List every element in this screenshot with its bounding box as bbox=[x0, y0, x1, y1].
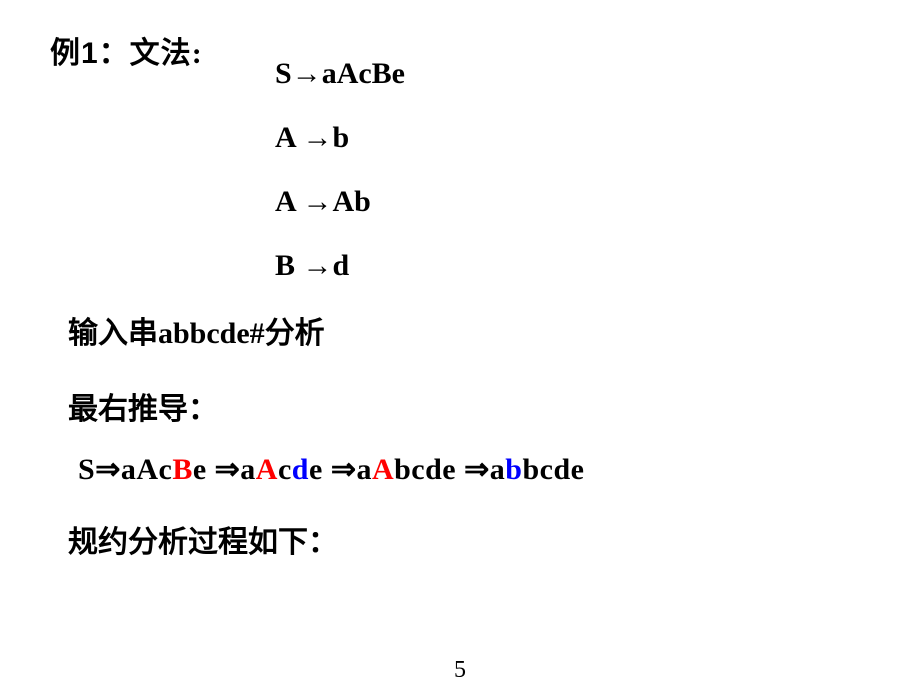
production-2: A →Ab bbox=[275, 170, 870, 234]
deriv-start: S bbox=[78, 453, 95, 486]
grammar-label-text: 例1：文法 bbox=[50, 37, 192, 70]
arrow-icon: → bbox=[292, 42, 322, 106]
deriv-seg: a bbox=[356, 453, 372, 486]
arrow-icon: → bbox=[303, 106, 333, 170]
arrow-icon: → bbox=[303, 234, 333, 298]
production-0: S→aAcBe bbox=[275, 42, 870, 106]
deriv-seg: aAc bbox=[121, 453, 172, 486]
production-1: A →b bbox=[275, 106, 870, 170]
prod-lhs: A bbox=[275, 185, 303, 218]
rightmost-label: 最右推导： bbox=[68, 384, 870, 428]
input-line: 输入串abbcde#分析 bbox=[68, 308, 870, 352]
prod-rhs: b bbox=[333, 121, 350, 154]
double-arrow-icon: ⇒ bbox=[95, 452, 121, 487]
prod-rhs: Ab bbox=[333, 185, 371, 218]
deriv-seg: A bbox=[256, 453, 278, 486]
deriv-seg: B bbox=[172, 453, 193, 486]
input-prefix: 输入串 bbox=[68, 317, 158, 350]
grammar-label-colon: : bbox=[192, 37, 203, 70]
production-3: B →d bbox=[275, 234, 870, 298]
deriv-seg: b bbox=[505, 453, 522, 486]
deriv-seg: e bbox=[193, 453, 207, 486]
page-number: 5 bbox=[0, 657, 920, 684]
deriv-seg: a bbox=[490, 453, 506, 486]
deriv-seg: A bbox=[372, 453, 394, 486]
deriv-seg: c bbox=[278, 453, 292, 486]
prod-lhs: B bbox=[275, 249, 303, 282]
double-arrow-icon: ⇒ bbox=[331, 452, 357, 487]
double-arrow-icon: ⇒ bbox=[464, 452, 490, 487]
input-suffix: 分析 bbox=[265, 317, 325, 350]
prod-rhs: aAcBe bbox=[322, 57, 405, 90]
deriv-seg: bcde bbox=[394, 453, 456, 486]
double-arrow-icon: ⇒ bbox=[215, 452, 241, 487]
prod-lhs: A bbox=[275, 121, 303, 154]
deriv-seg: a bbox=[240, 453, 256, 486]
derivation-line: S⇒aAcBe ⇒aAcde ⇒aAbcde ⇒abbcde bbox=[78, 452, 870, 487]
arrow-icon: → bbox=[303, 170, 333, 234]
deriv-seg: e bbox=[309, 453, 323, 486]
reduce-label: 规约分析过程如下： bbox=[68, 517, 870, 561]
input-string: abbcde# bbox=[158, 317, 265, 350]
deriv-seg: bcde bbox=[522, 453, 584, 486]
grammar-label: 例1：文法: bbox=[50, 28, 203, 72]
prod-lhs: S bbox=[275, 57, 292, 90]
prod-rhs: d bbox=[333, 249, 350, 282]
productions: S→aAcBe A →b A →Ab B →d bbox=[275, 42, 870, 298]
slide: 例1：文法: S→aAcBe A →b A →Ab B →d 输入串abbcde… bbox=[0, 0, 920, 690]
deriv-seg: d bbox=[292, 453, 309, 486]
